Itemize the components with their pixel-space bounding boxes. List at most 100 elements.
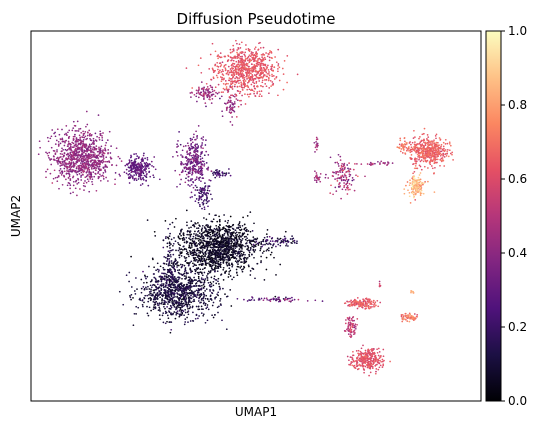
data-point <box>216 267 218 270</box>
data-point <box>196 189 199 191</box>
data-point <box>203 282 205 284</box>
data-point <box>200 81 203 83</box>
data-point <box>268 87 271 89</box>
data-point <box>79 167 81 170</box>
data-point <box>88 175 91 178</box>
data-point <box>79 141 82 144</box>
data-point <box>101 135 103 137</box>
data-point <box>241 254 244 256</box>
data-point <box>58 187 60 190</box>
data-point <box>181 277 183 280</box>
data-point <box>191 291 194 293</box>
data-point <box>199 176 201 179</box>
data-point <box>205 94 208 97</box>
data-point <box>132 324 135 327</box>
data-point <box>204 185 207 187</box>
data-point <box>106 139 109 141</box>
data-point <box>203 94 206 96</box>
data-point <box>184 311 187 314</box>
data-point <box>227 276 230 278</box>
data-point <box>97 150 100 153</box>
data-point <box>178 272 181 275</box>
data-point <box>103 152 106 155</box>
data-point <box>269 300 272 303</box>
data-point <box>110 145 112 147</box>
data-point <box>77 178 80 181</box>
data-point <box>238 231 240 234</box>
data-point <box>94 153 96 155</box>
data-point <box>210 236 212 238</box>
data-point <box>228 264 231 267</box>
data-point <box>51 182 54 184</box>
data-point <box>114 183 116 186</box>
data-point <box>82 145 84 147</box>
data-point <box>214 278 217 281</box>
data-point <box>119 175 121 177</box>
data-point <box>174 258 177 260</box>
data-point <box>346 164 349 166</box>
data-point <box>193 233 195 235</box>
data-point <box>216 92 219 95</box>
data-point <box>378 366 381 369</box>
data-point <box>145 161 148 164</box>
data-point <box>207 154 210 156</box>
data-point <box>177 278 180 281</box>
data-point <box>203 217 205 219</box>
data-point <box>61 138 64 141</box>
data-point <box>352 333 355 336</box>
data-point <box>416 314 419 316</box>
data-point <box>209 233 212 236</box>
data-point <box>355 365 358 367</box>
data-point <box>208 179 211 181</box>
data-point <box>184 277 186 280</box>
data-point <box>167 291 170 293</box>
data-point <box>193 268 196 271</box>
data-point <box>87 147 90 149</box>
data-point <box>69 184 72 186</box>
data-point <box>196 234 199 236</box>
data-point <box>200 292 203 295</box>
data-point <box>198 308 201 311</box>
data-point <box>95 140 98 142</box>
data-point <box>60 162 62 165</box>
data-point <box>74 170 77 173</box>
data-point <box>205 244 208 247</box>
data-point <box>194 189 197 191</box>
data-point <box>231 248 233 251</box>
data-point <box>69 192 72 195</box>
data-point <box>147 184 150 187</box>
data-point <box>232 276 235 279</box>
data-point <box>182 232 185 235</box>
data-point <box>188 233 190 236</box>
data-point <box>202 299 205 302</box>
data-point <box>80 131 83 134</box>
data-point <box>225 258 227 261</box>
data-point <box>297 298 300 301</box>
data-point <box>146 158 149 161</box>
data-point <box>85 181 88 184</box>
data-point <box>180 178 182 181</box>
data-point <box>228 256 231 258</box>
data-point <box>354 327 357 330</box>
data-point <box>229 215 232 218</box>
data-point <box>443 156 446 158</box>
data-point <box>197 267 200 269</box>
data-point <box>81 146 83 149</box>
data-point <box>347 167 349 170</box>
data-point <box>347 188 350 191</box>
data-point <box>168 251 171 254</box>
data-point <box>204 262 207 265</box>
data-point <box>145 168 147 170</box>
data-point <box>210 291 213 294</box>
data-point <box>349 335 351 338</box>
data-point <box>188 166 190 169</box>
data-point <box>227 65 230 68</box>
data-point <box>268 242 271 244</box>
data-point <box>214 262 217 265</box>
data-point <box>246 256 249 259</box>
data-point <box>240 252 243 255</box>
data-point <box>130 255 132 258</box>
data-point <box>207 185 210 187</box>
data-point <box>143 162 146 164</box>
data-point <box>251 63 253 66</box>
